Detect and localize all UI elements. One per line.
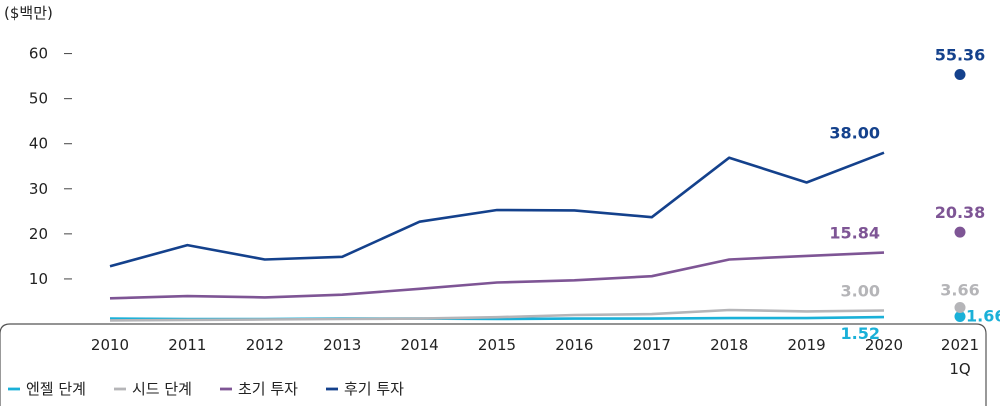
x-axis-frame bbox=[0, 323, 987, 406]
x-axis: 2010 2011 2012 2013 2014 2015 2016 2017 2018 2019… bbox=[91, 336, 979, 378]
legend-label: 후기 투자 bbox=[344, 380, 404, 398]
legend: 엔젤 단계 시드 단계 초기 투자 후기 투자 bbox=[8, 380, 404, 398]
q1-2021-point bbox=[954, 226, 966, 238]
x-tick-label: 2015 bbox=[478, 336, 516, 354]
end-value-label: 1.52 bbox=[841, 324, 880, 343]
x-tick-label: 1Q bbox=[949, 360, 970, 378]
y-tick-label: 30 bbox=[29, 180, 48, 198]
q1-2021-point bbox=[954, 311, 966, 323]
x-tick-label: 2016 bbox=[555, 336, 593, 354]
legend-label: 시드 단계 bbox=[132, 380, 192, 398]
q1-value-label: 55.36 bbox=[935, 45, 986, 64]
y-unit-label: ($백만) bbox=[4, 4, 53, 22]
q1-value-label: 20.38 bbox=[935, 203, 986, 222]
y-tick-label: 10 bbox=[29, 270, 48, 288]
y-tick-label: 50 bbox=[29, 90, 48, 108]
y-tick-label: 40 bbox=[29, 135, 48, 153]
x-tick-label: 2021 bbox=[941, 336, 979, 354]
q1-value-label: 3.66 bbox=[940, 281, 979, 300]
q1-2021-point bbox=[954, 68, 966, 80]
series-line bbox=[109, 251, 885, 300]
data-labels: 1.52 1.66 3.00 3.66 15.84 20.38 38.00 55.36 bbox=[829, 45, 1000, 343]
x-tick-label: 2018 bbox=[710, 336, 748, 354]
end-value-label: 38.00 bbox=[829, 124, 880, 143]
q1-2021-points bbox=[954, 68, 966, 323]
x-tick-label: 2010 bbox=[91, 336, 129, 354]
x-tick-label: 2013 bbox=[323, 336, 361, 354]
legend-label: 초기 투자 bbox=[238, 380, 298, 398]
legend-label: 엔젤 단계 bbox=[26, 380, 86, 398]
x-tick-label: 2011 bbox=[168, 336, 206, 354]
x-tick-label: 2017 bbox=[633, 336, 671, 354]
series-line bbox=[109, 308, 885, 322]
series-lines bbox=[109, 151, 885, 322]
x-tick-label: 2014 bbox=[401, 336, 439, 354]
x-tick-label: 2019 bbox=[788, 336, 826, 354]
y-axis: 10 20 30 40 50 60 bbox=[29, 45, 72, 288]
end-value-label: 3.00 bbox=[841, 281, 880, 300]
q1-2021-point bbox=[954, 302, 966, 314]
q1-value-label: 1.66 bbox=[966, 307, 1000, 326]
end-value-label: 15.84 bbox=[829, 224, 880, 243]
x-tick-label: 2020 bbox=[865, 336, 903, 354]
x-tick-label: 2012 bbox=[246, 336, 284, 354]
series-line bbox=[109, 151, 885, 268]
y-tick-label: 60 bbox=[29, 45, 48, 63]
y-tick-label: 20 bbox=[29, 225, 48, 243]
